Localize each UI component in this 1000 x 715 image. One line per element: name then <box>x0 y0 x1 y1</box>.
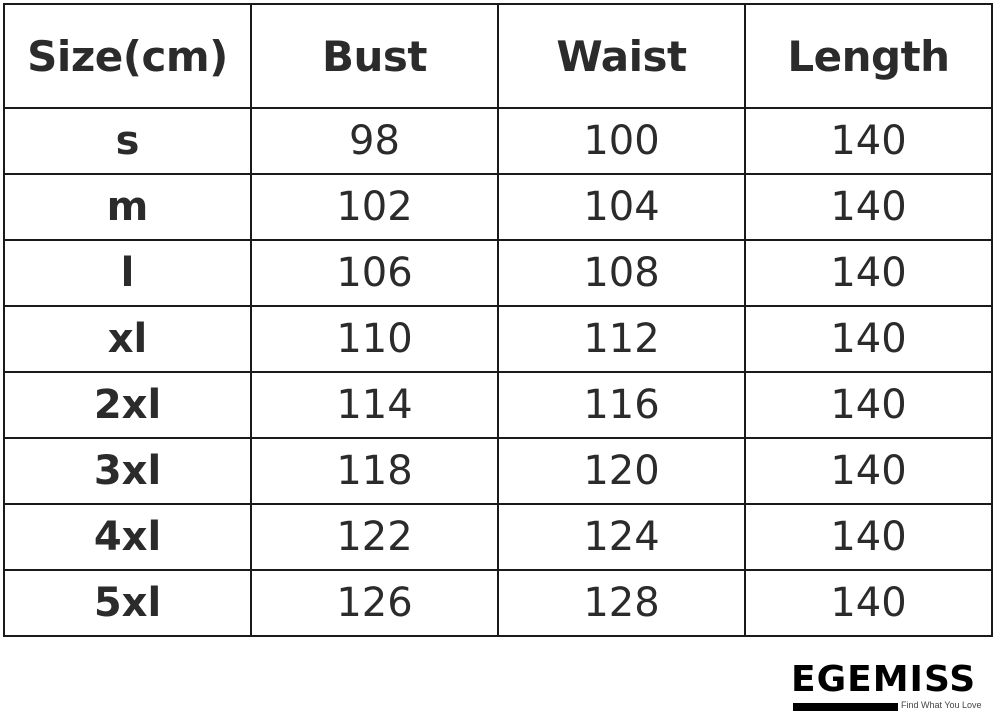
measurement-cell: 110 <box>250 305 499 373</box>
measurement-cell: 118 <box>250 437 499 505</box>
measurement-cell: 122 <box>250 503 499 571</box>
column-header: Bust <box>250 3 499 109</box>
table-row: 5xl 126 128 140 <box>3 569 993 637</box>
measurement-cell: 128 <box>497 569 746 637</box>
measurement-cell: 140 <box>744 239 993 307</box>
measurement-cell: 140 <box>744 569 993 637</box>
table-row: l 106 108 140 <box>3 239 993 307</box>
size-cell: 4xl <box>3 503 252 571</box>
column-header: Length <box>744 3 993 109</box>
size-chart-table: Size(cm) Bust Waist Length s 98 100 140 m 102 104… <box>3 3 993 637</box>
measurement-cell: 120 <box>497 437 746 505</box>
measurement-cell: 104 <box>497 173 746 241</box>
measurement-cell: 100 <box>497 107 746 175</box>
table-row: 2xl 114 116 140 <box>3 371 993 439</box>
measurement-cell: 112 <box>497 305 746 373</box>
table-row: 4xl 122 124 140 <box>3 503 993 571</box>
table-row: xl 110 112 140 <box>3 305 993 373</box>
brand-tagline: Find What You Love <box>901 700 982 710</box>
size-cell: l <box>3 239 252 307</box>
measurement-cell: 140 <box>744 305 993 373</box>
size-cell: 5xl <box>3 569 252 637</box>
table-row: s 98 100 140 <box>3 107 993 175</box>
table-row: 3xl 118 120 140 <box>3 437 993 505</box>
header-row: Size(cm) Bust Waist Length <box>3 3 993 109</box>
measurement-cell: 140 <box>744 437 993 505</box>
size-cell: xl <box>3 305 252 373</box>
table-row: m 102 104 140 <box>3 173 993 241</box>
measurement-cell: 140 <box>744 107 993 175</box>
measurement-cell: 98 <box>250 107 499 175</box>
measurement-cell: 140 <box>744 503 993 571</box>
size-cell: 2xl <box>3 371 252 439</box>
measurement-cell: 124 <box>497 503 746 571</box>
logo-bar <box>793 703 898 711</box>
size-cell: m <box>3 173 252 241</box>
measurement-cell: 126 <box>250 569 499 637</box>
column-header: Waist <box>497 3 746 109</box>
brand-watermark-logo: EGEMISS Find What You Love <box>791 660 996 712</box>
measurement-cell: 140 <box>744 371 993 439</box>
measurement-cell: 116 <box>497 371 746 439</box>
column-header: Size(cm) <box>3 3 252 109</box>
measurement-cell: 102 <box>250 173 499 241</box>
measurement-cell: 106 <box>250 239 499 307</box>
brand-name: EGEMISS <box>791 659 977 700</box>
measurement-cell: 108 <box>497 239 746 307</box>
measurement-cell: 114 <box>250 371 499 439</box>
size-cell: 3xl <box>3 437 252 505</box>
size-cell: s <box>3 107 252 175</box>
measurement-cell: 140 <box>744 173 993 241</box>
